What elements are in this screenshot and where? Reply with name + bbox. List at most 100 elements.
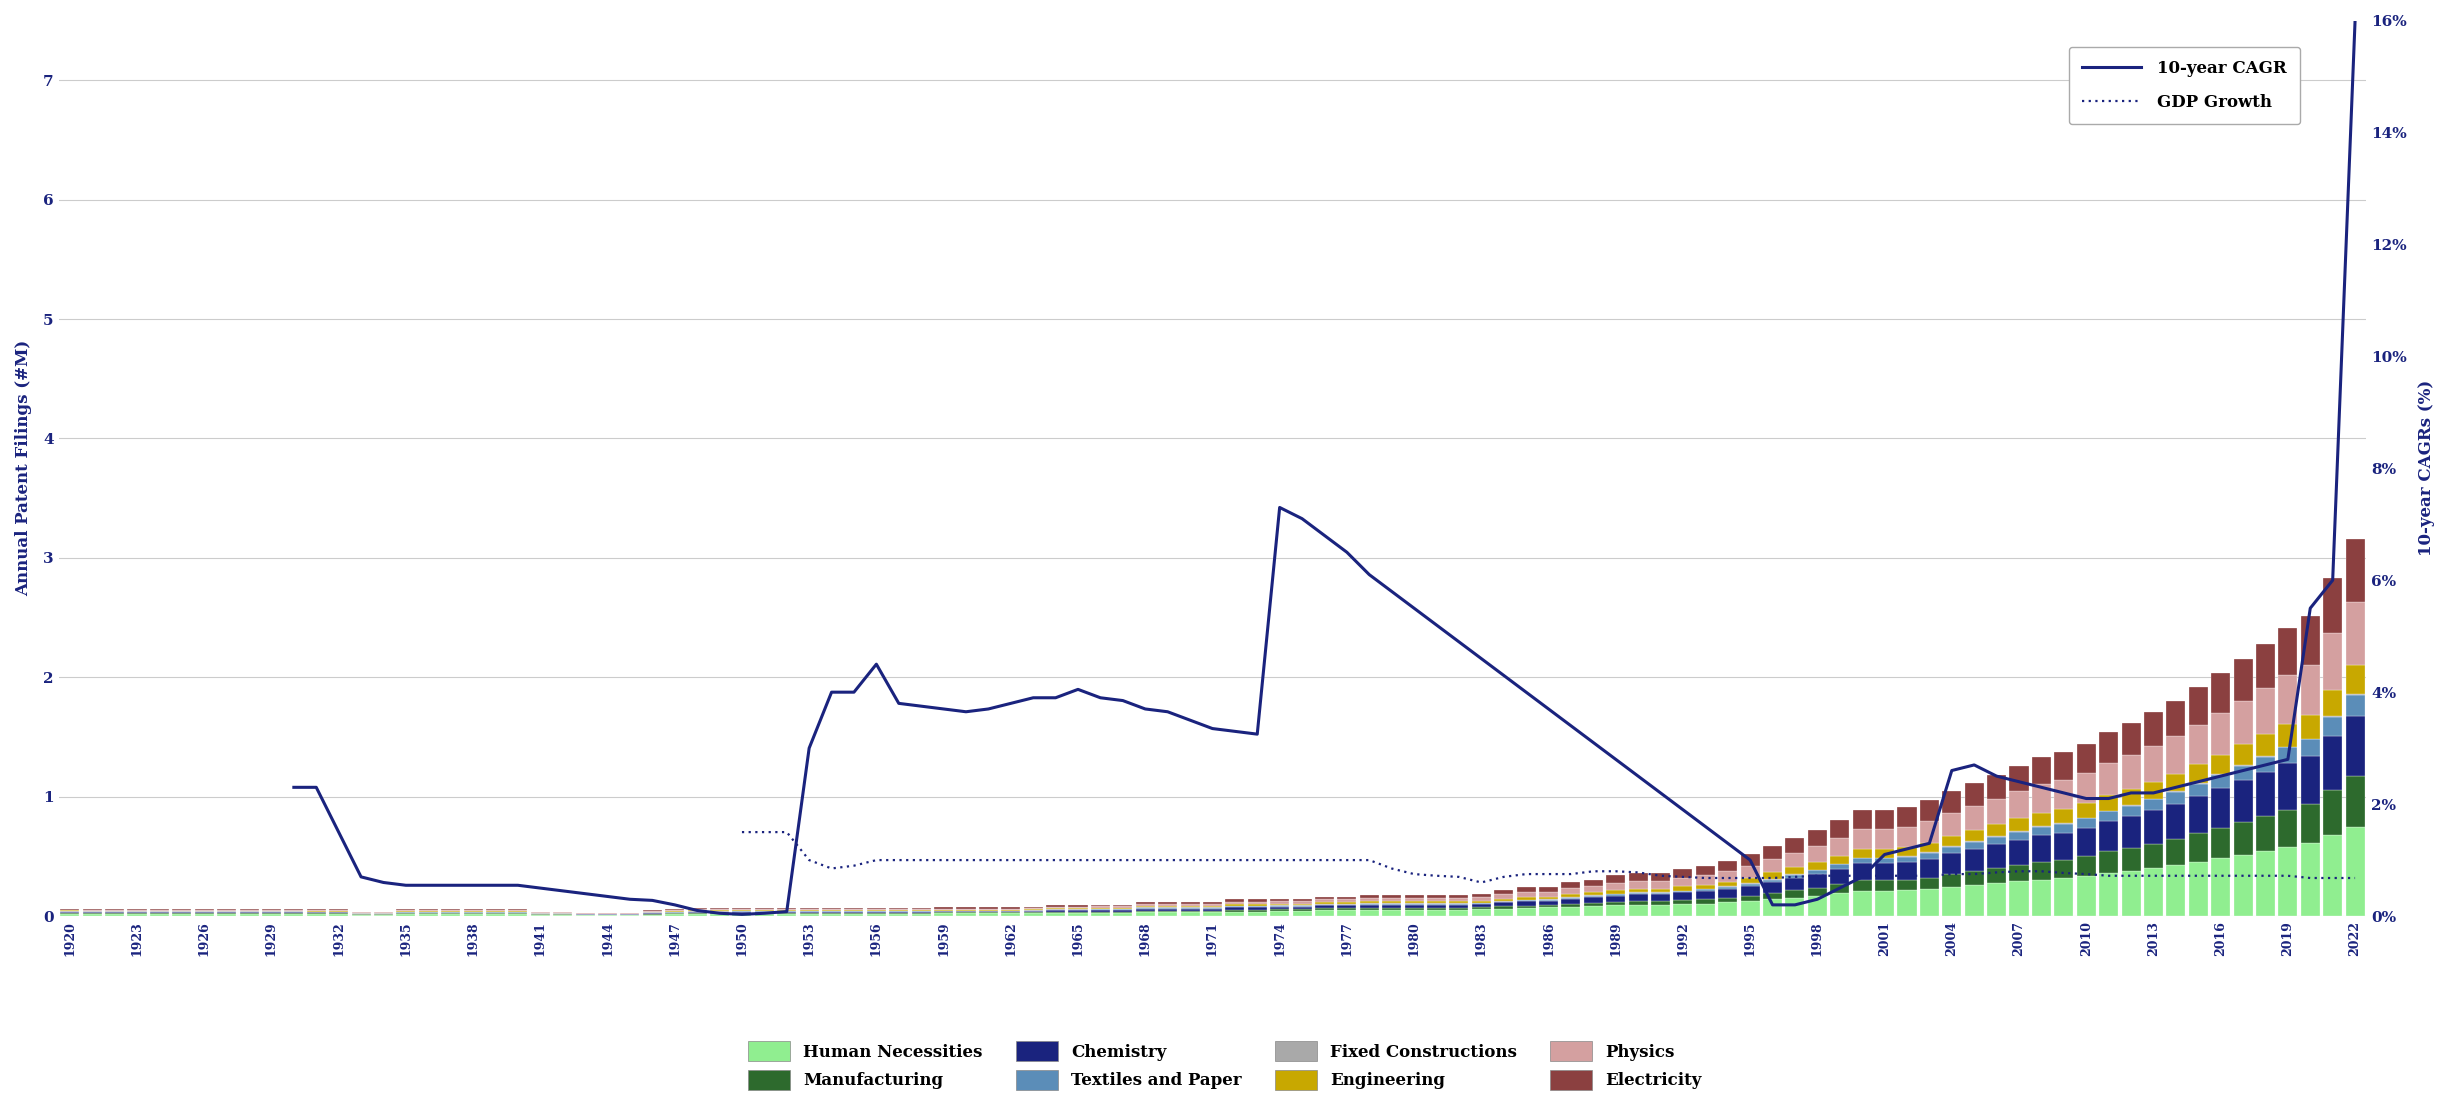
Bar — [1852, 829, 1872, 849]
Bar — [956, 907, 975, 908]
Bar — [2031, 827, 2051, 836]
Bar — [1852, 858, 1872, 863]
Bar — [1607, 891, 1624, 894]
Bar — [1539, 905, 1558, 907]
Bar — [1338, 908, 1357, 911]
Bar — [1695, 892, 1715, 899]
Bar — [1896, 862, 1916, 879]
Bar — [2100, 796, 2119, 810]
Bar — [1382, 898, 1401, 902]
Bar — [1808, 887, 1828, 896]
Bar — [1673, 893, 1693, 899]
Bar — [1695, 904, 1715, 916]
Bar — [2188, 862, 2207, 916]
Legend: Human Necessities, Manufacturing, Chemistry, Textiles and Paper, Fixed Construct: Human Necessities, Manufacturing, Chemis… — [742, 1035, 1708, 1097]
Bar — [2234, 658, 2252, 701]
Bar — [1717, 903, 1737, 916]
Bar — [2256, 852, 2276, 916]
Bar — [1316, 897, 1333, 899]
Bar — [1247, 907, 1267, 910]
Bar — [710, 914, 730, 916]
Bar — [1717, 888, 1737, 897]
Bar — [2078, 804, 2095, 818]
Bar — [2345, 716, 2364, 777]
Bar — [1583, 897, 1602, 903]
Bar — [2323, 790, 2342, 835]
Bar — [1046, 913, 1066, 916]
Bar — [2144, 799, 2163, 810]
Bar — [2301, 844, 2320, 916]
Bar — [1896, 847, 1916, 856]
Bar — [1786, 838, 1806, 853]
Bar — [1137, 902, 1154, 904]
Bar — [933, 913, 953, 916]
Bar — [1673, 892, 1693, 893]
Bar — [2053, 824, 2073, 833]
Bar — [1764, 899, 1781, 916]
Bar — [1225, 912, 1245, 916]
Bar — [1740, 895, 1759, 901]
Bar — [2031, 862, 2051, 879]
Bar — [194, 914, 213, 916]
Bar — [2301, 805, 2320, 844]
Bar — [845, 914, 862, 916]
Bar — [1673, 899, 1693, 904]
Bar — [1404, 905, 1423, 907]
Bar — [1046, 906, 1066, 908]
Bar — [1561, 894, 1580, 897]
Bar — [1316, 905, 1333, 908]
Bar — [1717, 872, 1737, 882]
Bar — [1830, 894, 1850, 916]
Bar — [956, 908, 975, 910]
Bar — [1426, 907, 1445, 910]
Bar — [642, 914, 662, 916]
Bar — [2031, 812, 2051, 826]
Bar — [2122, 848, 2141, 870]
Bar — [1717, 887, 1737, 888]
Bar — [1896, 827, 1916, 847]
Bar — [2212, 775, 2230, 788]
Bar — [1764, 879, 1781, 882]
Bar — [1786, 891, 1806, 897]
Bar — [1896, 879, 1916, 891]
Bar — [1225, 902, 1245, 904]
Bar — [1808, 830, 1828, 846]
Bar — [1294, 898, 1311, 901]
Bar — [2122, 789, 2141, 805]
Bar — [463, 914, 483, 916]
Bar — [1269, 910, 1289, 911]
Bar — [1112, 910, 1132, 912]
Bar — [2078, 818, 2095, 828]
Bar — [1068, 905, 1088, 906]
Bar — [2053, 780, 2073, 809]
Bar — [1987, 883, 2007, 916]
Bar — [419, 914, 439, 916]
Bar — [1987, 799, 2007, 825]
Bar — [2122, 756, 2141, 789]
Bar — [1472, 901, 1490, 903]
Bar — [61, 914, 78, 916]
Bar — [1965, 843, 1984, 849]
Bar — [1494, 908, 1514, 916]
Bar — [1137, 906, 1154, 907]
Bar — [1517, 897, 1536, 899]
Bar — [397, 914, 417, 916]
Bar — [1046, 912, 1066, 913]
Bar — [1896, 891, 1916, 916]
Bar — [1269, 904, 1289, 905]
Bar — [1517, 887, 1536, 893]
Bar — [1137, 911, 1154, 912]
Bar — [1943, 812, 1962, 836]
Bar — [2323, 578, 2342, 633]
Bar — [1852, 863, 1872, 881]
Bar — [1404, 895, 1423, 898]
Bar — [1090, 905, 1110, 906]
Bar — [1607, 894, 1624, 895]
Bar — [1338, 899, 1357, 902]
Bar — [2345, 827, 2364, 916]
Bar — [1874, 863, 1894, 881]
Bar — [1517, 893, 1536, 897]
Bar — [1583, 903, 1602, 906]
Bar — [2122, 870, 2141, 916]
Bar — [1786, 878, 1806, 891]
